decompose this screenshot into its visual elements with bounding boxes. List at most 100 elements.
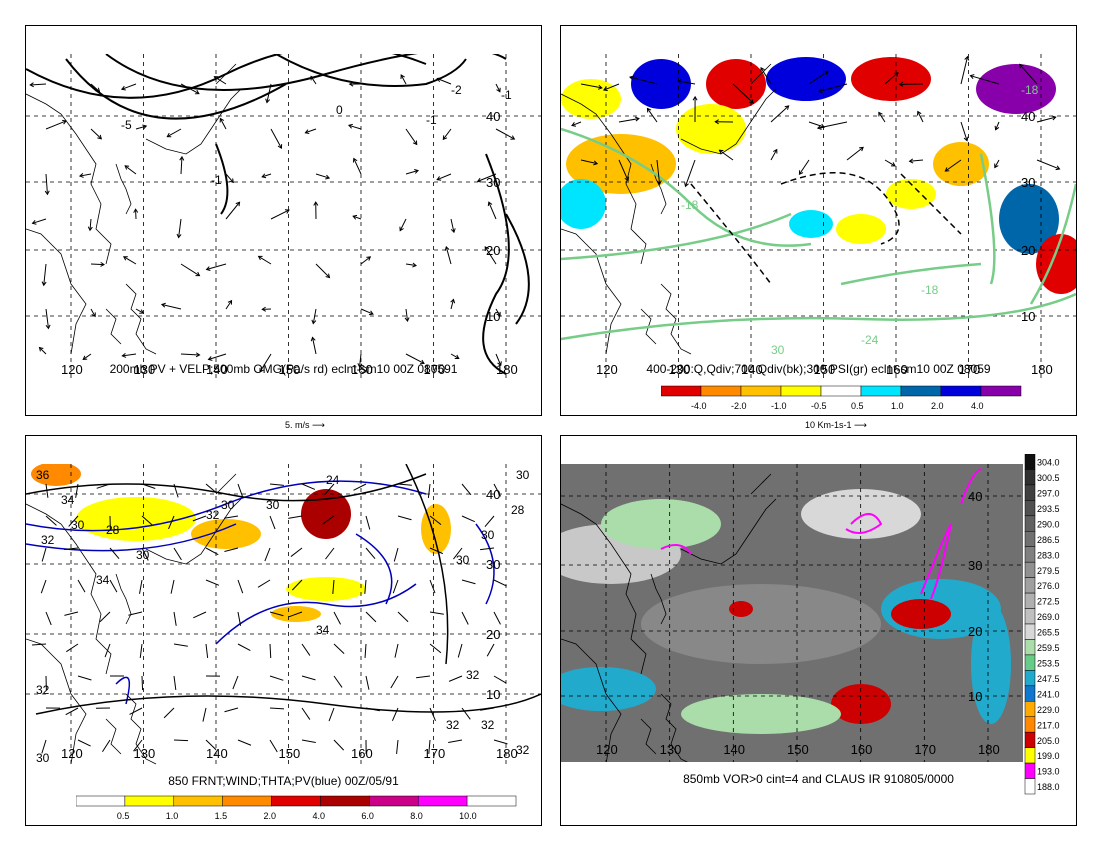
wind-vector-head	[510, 135, 516, 140]
wind-vector	[629, 76, 658, 85]
wind-vector-head	[692, 95, 698, 101]
wind-vector-head	[207, 356, 213, 361]
wind-vector	[135, 125, 147, 130]
lon-tick-label: 180	[978, 742, 1000, 757]
contour-line	[65, 58, 287, 120]
colorbar-swatch	[940, 385, 982, 397]
wind-vector	[259, 353, 272, 373]
wind-vector	[90, 128, 102, 140]
qdiv-contour	[900, 173, 962, 235]
lon-tick-label: 150	[279, 746, 301, 761]
colorbar-label: 304.0	[1037, 458, 1060, 468]
wind-barb	[64, 611, 79, 616]
wind-vector	[817, 121, 848, 129]
lon-tick-label: 140	[741, 362, 763, 377]
lon-tick-label: 120	[596, 362, 618, 377]
psi-contour	[561, 212, 792, 261]
wind-barb	[396, 739, 399, 754]
wind-vector-head	[436, 176, 442, 181]
wind-vector-head	[95, 87, 101, 93]
frontogenesis-region	[31, 464, 81, 486]
shaded-region	[561, 79, 621, 119]
wind-vector-head	[496, 87, 501, 93]
wind-vector-head	[277, 144, 283, 149]
wind-vector	[580, 83, 602, 89]
wind-barb	[461, 483, 472, 496]
wind-vector	[878, 112, 886, 123]
coastline	[105, 718, 122, 755]
colorbar-swatch	[700, 385, 742, 397]
wind-vector	[219, 118, 227, 130]
wind-vector-head	[624, 176, 630, 182]
colorbar-swatch	[369, 795, 419, 807]
wind-barb	[173, 643, 188, 647]
wind-vector-head	[348, 81, 354, 87]
lon-tick-label: 120	[61, 362, 83, 377]
wind-vector	[180, 83, 200, 95]
wind-vector	[360, 256, 371, 265]
lon-tick-label: 140	[723, 742, 745, 757]
wind-vector	[909, 159, 924, 162]
colorbar-swatch	[900, 385, 942, 397]
wind-vector	[121, 83, 137, 90]
colorbar-swatch	[1024, 685, 1036, 702]
colorbar-label: 297.0	[1037, 489, 1060, 499]
wind-vector	[603, 83, 620, 91]
colorbar-label: 6.0	[361, 811, 374, 821]
lat-tick-label: 30	[968, 558, 982, 573]
wind-vector-head	[484, 246, 490, 251]
wind-vector-head	[593, 160, 599, 166]
wind-vector	[122, 353, 137, 357]
wind-vector	[266, 83, 272, 103]
wind-barb	[365, 547, 376, 560]
colorbar-label: 217.0	[1037, 720, 1060, 730]
wind-vector-head	[629, 75, 634, 81]
wind-barb	[77, 739, 91, 747]
wind-vector-head	[121, 352, 127, 358]
wind-vector	[167, 128, 182, 138]
wind-vector	[618, 159, 629, 181]
colorbar-swatch	[466, 795, 517, 807]
wind-vector-head	[310, 336, 316, 342]
wind-vector	[445, 246, 452, 265]
panel-caption: 200mb PV + VELP;500mb OMG(Pa/s rd) eclnt…	[109, 362, 458, 376]
wind-vector-head	[31, 219, 37, 225]
wind-barb	[480, 547, 495, 551]
wind-vector	[135, 308, 144, 314]
psi-contour	[561, 292, 1076, 341]
cloud-region	[729, 601, 753, 617]
contour-label: -18	[681, 198, 699, 212]
wind-barb	[75, 483, 79, 498]
wind-barb	[173, 547, 182, 561]
wind-vector	[994, 159, 1000, 168]
wind-vector	[484, 246, 497, 265]
colorbar-swatch	[1024, 716, 1036, 733]
wind-barb	[391, 707, 399, 722]
contour-label: 30	[266, 498, 280, 512]
lon-tick-label: 140	[206, 746, 228, 761]
wind-vector	[995, 121, 1000, 130]
wind-vector	[39, 347, 47, 355]
wind-barb	[493, 611, 501, 625]
wind-vector-head	[227, 299, 233, 305]
wind-vector-head	[352, 214, 358, 220]
wind-vector	[348, 124, 362, 130]
contour-label: 30	[71, 518, 85, 532]
colorbar-swatch	[1024, 577, 1036, 594]
coastline	[145, 498, 242, 565]
lon-tick-label: 170	[424, 746, 446, 761]
colorbar: 0.5 1.0 1.5 2.0 4.0 6.0 8.0 10.0	[76, 795, 517, 821]
colorbar-swatch	[222, 795, 272, 807]
wind-vector-head	[399, 226, 404, 232]
wind-vector	[206, 263, 227, 270]
wind-vector	[124, 165, 137, 175]
wind-barb	[461, 611, 469, 625]
vorticity-contour	[920, 523, 952, 600]
lon-tick-label: 130	[134, 746, 156, 761]
wind-barb	[269, 739, 278, 753]
lon-tick-label: 160	[351, 746, 373, 761]
wind-barb	[332, 579, 335, 594]
wind-barb	[325, 547, 335, 560]
wind-barb	[173, 611, 177, 626]
map-plot-850front: 120 130 140 150 160 170 180 40 30 20 10 36 34 30 32 28 3…	[26, 464, 541, 766]
